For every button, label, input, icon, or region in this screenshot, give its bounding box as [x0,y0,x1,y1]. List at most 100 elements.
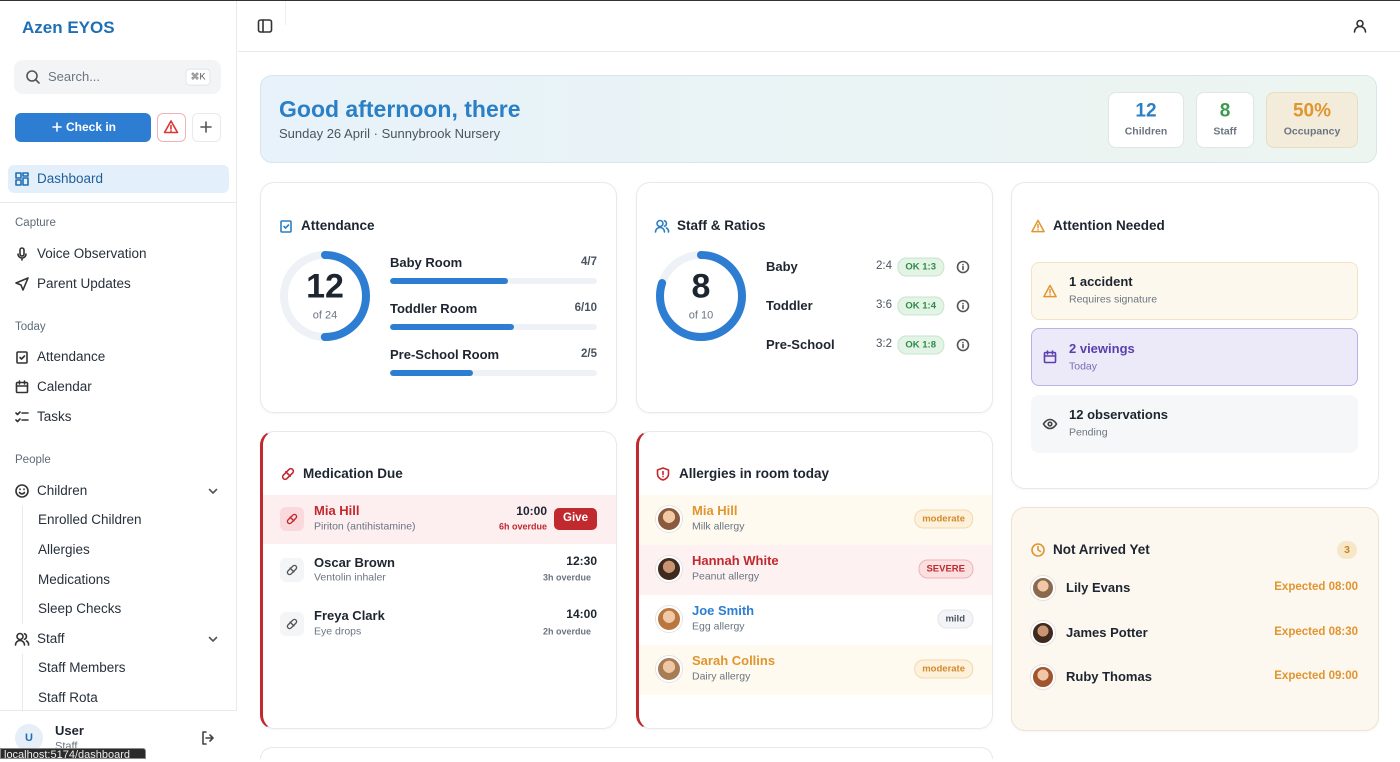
status-url: localhost:5174/dashboard [4,749,130,761]
attention-item[interactable] [1031,262,1358,320]
nav-item[interactable]: Dashboard [37,170,104,186]
icon-rect [1043,351,1057,364]
logout-icon[interactable] [201,731,215,745]
info-icon[interactable] [956,299,970,313]
info-icon[interactable] [956,260,970,274]
icon-path [15,411,29,423]
ring-caption: of 24 [312,309,338,322]
check-in-label[interactable]: Check in [65,119,117,134]
expected-time: Expected 08:30 [1274,626,1358,639]
user-avatar[interactable]: U [15,724,43,752]
give-label[interactable]: Give [563,512,588,525]
nav-item[interactable]: Staff [37,630,65,646]
child-avatar [1031,576,1055,600]
topbar-border [238,51,1400,52]
attention-item[interactable] [1031,328,1358,386]
icon-rect [257,19,273,33]
nav-item[interactable]: Attendance [37,348,106,364]
room-name: Toddler Room [390,301,478,317]
icon-path [1037,545,1042,553]
add-button[interactable] [192,113,221,142]
icon-rect [15,172,22,179]
users-icon [14,632,30,646]
pill-icon [286,513,298,525]
nav-item[interactable]: Voice Observation [37,245,147,261]
ring-caption: of 10 [688,309,714,322]
nav-item[interactable]: Calendar [37,378,92,394]
nav-subitem[interactable]: Enrolled Children [38,511,142,527]
nav-active-bg[interactable] [8,165,229,193]
greeting-title: Good afternoon, there [279,96,521,123]
severity-badge: moderate [914,509,973,529]
alert-button[interactable] [157,113,186,142]
nav-subitem[interactable]: Medications [38,571,111,587]
topbar-divider [285,1,286,25]
icon-rect [280,220,292,233]
child-name: Oscar Brown [314,555,395,571]
clock-icon [1031,543,1045,557]
icon-path [17,253,27,261]
not-arrived-card [1011,507,1379,731]
icon-circle [15,484,29,498]
nav-subitem[interactable]: Staff Rota [38,689,98,705]
card-title: Attention Needed [1053,217,1165,233]
nav-item[interactable]: Children [37,482,88,498]
user-name: User [55,723,84,739]
nav-section: Capture [15,217,56,230]
medication-name: Piriton (antihistamine) [314,520,416,533]
bar-track [390,324,597,330]
icon-path [15,380,29,387]
icon-path [1043,350,1057,357]
icon-path [1042,418,1058,430]
sidebar-toggle[interactable] [257,19,273,33]
allergy-name: Milk allergy [692,520,745,533]
room-count: 4/7 [581,256,597,269]
plus-icon [200,121,212,133]
child-name: James Potter [1066,625,1148,641]
medication-name: Eye drops [314,625,362,638]
tree-line [22,654,23,710]
icon-path [1043,284,1057,298]
icon-path [202,731,214,745]
nav-subitem[interactable]: Staff Members [38,659,126,675]
room-name: Baby Room [390,255,463,271]
icon-path [654,219,670,233]
dashboard-icon [15,172,29,186]
stat-label: Occupancy [1283,125,1341,138]
icon-path [18,488,26,495]
nav-section: Today [15,321,46,334]
nav-item[interactable]: Tasks [37,408,72,424]
nav-subitem[interactable]: Allergies [38,541,90,557]
icon-path [52,122,62,132]
brand[interactable]: Azen EYOS [22,17,115,37]
nav-item[interactable]: Parent Updates [37,275,131,291]
icon-circle [956,338,970,352]
icon-circle [956,260,970,274]
next-card [260,747,993,759]
attention-item[interactable] [1031,395,1358,453]
stat-value: 8 [1219,100,1231,122]
chevron-icon[interactable] [207,485,219,497]
warning-icon [1031,219,1045,233]
stat-value: 50% [1292,100,1332,122]
bar [390,324,515,330]
nav-subitem[interactable]: Sleep Checks [38,600,122,616]
ratio-room: Baby [766,259,798,275]
profile-icon[interactable] [1353,19,1367,33]
chevron-icon[interactable] [207,633,219,645]
count-badge: 3 [1337,541,1357,559]
tree-line [22,506,23,624]
allergy-name: Egg allergy [692,620,745,633]
stat-label: Staff [1213,125,1237,138]
warning-icon [1043,284,1057,298]
give-button[interactable] [554,508,597,530]
pill-icon [286,564,298,576]
ratio-room: Toddler [766,298,813,314]
child-name: Freya Clark [314,608,385,624]
icon-path [289,516,295,522]
info-icon[interactable] [956,338,970,352]
severity-badge: moderate [914,659,973,679]
check-in-button[interactable] [15,113,151,142]
overdue: 6h overdue [498,521,547,532]
child-name: Hannah White [692,553,779,569]
